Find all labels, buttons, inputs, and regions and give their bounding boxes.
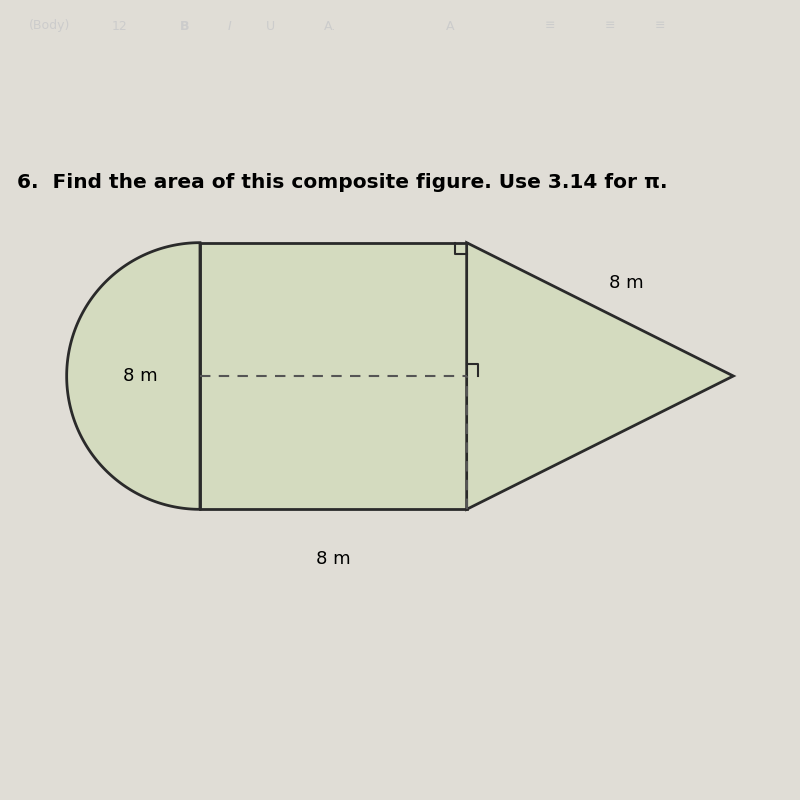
Text: ≡: ≡ [605,19,615,33]
Text: ≡: ≡ [654,19,666,33]
Text: I: I [228,19,232,33]
Text: 8 m: 8 m [316,550,350,568]
Polygon shape [466,242,734,510]
Text: (Body): (Body) [30,19,70,33]
Text: U: U [266,19,274,33]
Text: 8 m: 8 m [610,274,644,292]
Polygon shape [200,242,466,510]
Text: A: A [446,19,454,33]
Text: ≡: ≡ [545,19,555,33]
Text: B: B [180,19,190,33]
Text: 12: 12 [112,19,128,33]
Text: A.: A. [324,19,336,33]
Text: 6.  Find the area of this composite figure. Use 3.14 for π.: 6. Find the area of this composite figur… [17,173,667,192]
Polygon shape [66,242,200,510]
Text: 8 m: 8 m [122,367,158,385]
